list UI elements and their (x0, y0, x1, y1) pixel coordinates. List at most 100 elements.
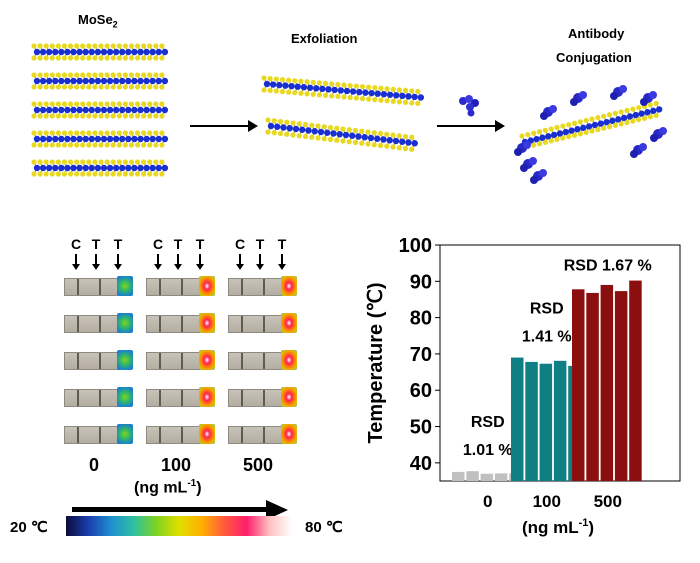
antibody-cluster (640, 91, 657, 106)
strip-line-label: T (255, 236, 265, 252)
temperature-colorbar (66, 516, 292, 536)
strip-down-arrow (157, 254, 159, 265)
strip-line-label: C (234, 236, 246, 252)
strip-band (99, 427, 101, 443)
exfoliated-layer-top (261, 75, 425, 107)
exfoliated-sheets (261, 75, 425, 152)
strip-group-label: 0 (88, 455, 99, 475)
strip-band (99, 390, 101, 406)
antibody-cluster (530, 169, 547, 184)
antibody-icon (459, 95, 479, 117)
temperature-bar-chart: 40 50 60 70 80 90 100 Temperature (℃) 0 RSD 1.01 %… (365, 235, 681, 537)
bar (466, 471, 479, 481)
strip-band (181, 427, 183, 443)
bar (511, 357, 524, 481)
thermal-spot (281, 424, 297, 444)
bar (553, 360, 567, 481)
y-tick-label: 40 (410, 453, 432, 475)
test-strip (146, 424, 215, 444)
strip-band (77, 279, 79, 295)
strip-band (159, 353, 161, 369)
thermal-spot (199, 387, 215, 407)
thermal-spot (199, 313, 215, 333)
strip-band (241, 279, 243, 295)
colorbar-max-label: 80 ℃ (305, 519, 343, 536)
antibody-cluster (650, 127, 667, 142)
thermal-spot (281, 313, 297, 333)
process-arrow-2 (437, 125, 497, 127)
antibody-label-line1: Antibody (568, 26, 625, 41)
strip-group-label: 500 (242, 455, 274, 475)
strip-down-arrow (259, 254, 261, 265)
strip-band (159, 390, 161, 406)
test-strip (228, 424, 297, 444)
strip-band (77, 353, 79, 369)
test-strip (228, 276, 297, 296)
antibody-cluster (540, 105, 557, 120)
thermal-spot (117, 276, 133, 296)
x-category-label: 0 (483, 492, 492, 511)
colorbar-min-label: 20 ℃ (10, 519, 48, 536)
strip-down-arrow (117, 254, 119, 265)
thermal-spot (199, 350, 215, 370)
bar (480, 473, 494, 481)
y-tick-label: 60 (410, 380, 432, 402)
strip-band (77, 390, 79, 406)
strip-down-arrowhead (278, 264, 286, 270)
thermal-spot (199, 424, 215, 444)
strip-band (181, 390, 183, 406)
y-tick-label: 70 (410, 344, 432, 366)
test-strip (228, 387, 297, 407)
strip-line-label: T (195, 236, 205, 252)
increase-arrow (72, 507, 268, 512)
strip-line-label: T (113, 236, 123, 252)
y-tick-label: 80 (410, 308, 432, 330)
strip-down-arrowhead (196, 264, 204, 270)
exfoliation-label: Exfoliation (291, 31, 358, 46)
strip-down-arrow (177, 254, 179, 265)
antibody-cluster (514, 141, 531, 156)
bar (629, 280, 642, 481)
process-arrow-1-head (248, 120, 258, 132)
thermal-spot (281, 387, 297, 407)
thermal-spot (281, 350, 297, 370)
units-close: ) (196, 479, 202, 497)
strip-down-arrow (75, 254, 77, 265)
strip-band (99, 353, 101, 369)
test-strip (228, 313, 297, 333)
bulk-mose2-crystal (31, 43, 169, 177)
bulk-layer (31, 101, 169, 119)
strip-down-arrowhead (72, 264, 80, 270)
test-strip (146, 276, 215, 296)
strip-line-label: C (152, 236, 164, 252)
x-category-label: 100 (533, 492, 561, 511)
strip-band (241, 316, 243, 332)
rsd-label: RSD 1.67 % (564, 258, 652, 275)
strip-line-label: T (277, 236, 287, 252)
strip-band (241, 390, 243, 406)
strip-band (77, 427, 79, 443)
mose2-subscript: 2 (112, 19, 118, 30)
strip-line-label: T (173, 236, 183, 252)
strip-band (159, 316, 161, 332)
thermal-spot (117, 387, 133, 407)
y-tick-label: 90 (410, 271, 432, 293)
x-axis-label: (ng mL-1) (522, 517, 594, 537)
strip-band (241, 427, 243, 443)
strip-down-arrow (239, 254, 241, 265)
strip-down-arrowhead (114, 264, 122, 270)
strip-band (159, 279, 161, 295)
strip-line-label: C (70, 236, 82, 252)
y-axis-label: Temperature (℃) (365, 282, 387, 443)
test-strip (146, 350, 215, 370)
strip-down-arrowhead (256, 264, 264, 270)
antibody-cluster (630, 143, 647, 158)
antibody-label-line2: Conjugation (556, 50, 632, 65)
strip-band (263, 353, 265, 369)
bar (572, 289, 585, 481)
test-strip (146, 387, 215, 407)
y-tick-label: 50 (410, 417, 432, 439)
strip-units-label: (ng mL-1) (134, 478, 202, 497)
bar (494, 473, 508, 481)
thermal-spot (117, 350, 133, 370)
